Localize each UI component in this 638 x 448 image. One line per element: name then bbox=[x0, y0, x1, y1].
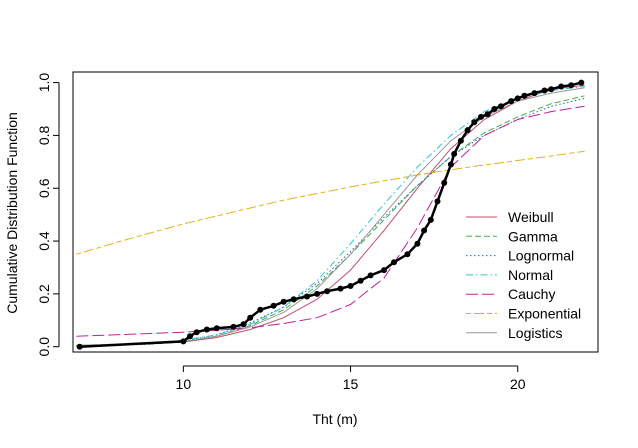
empirical-point bbox=[230, 323, 237, 330]
empirical-point bbox=[240, 321, 247, 328]
empirical-point bbox=[270, 302, 277, 309]
empirical-point bbox=[314, 290, 321, 297]
empirical-point bbox=[548, 86, 555, 93]
empirical-point bbox=[357, 277, 364, 284]
empirical-point bbox=[427, 216, 434, 223]
empirical-point bbox=[304, 293, 311, 300]
empirical-point bbox=[257, 306, 264, 313]
legend-label-gamma: Gamma bbox=[508, 228, 558, 244]
empirical-point bbox=[508, 98, 515, 105]
empirical-point bbox=[521, 92, 528, 99]
empirical-point bbox=[290, 296, 297, 303]
x-axis-label: Tht (m) bbox=[312, 411, 357, 427]
y-tick-label: 1.0 bbox=[36, 73, 52, 93]
x-tick-label: 20 bbox=[510, 376, 526, 392]
empirical-line bbox=[79, 81, 582, 348]
empirical-point bbox=[514, 95, 521, 102]
empirical-point bbox=[498, 103, 504, 110]
plot-frame bbox=[72, 71, 599, 353]
empirical-point bbox=[578, 79, 585, 86]
empirical-point bbox=[541, 87, 548, 94]
empirical-point bbox=[464, 127, 471, 134]
empirical-point bbox=[434, 198, 441, 205]
legend-label-exponential: Exponential bbox=[508, 306, 581, 322]
empirical-point bbox=[471, 119, 478, 126]
empirical-point bbox=[280, 298, 287, 305]
legend-label-cauchy: Cauchy bbox=[508, 286, 555, 302]
empirical-point bbox=[558, 83, 565, 90]
legend-label-logistics: Logistics bbox=[508, 325, 562, 341]
y-tick-label: 0.2 bbox=[36, 284, 52, 304]
empirical-point bbox=[441, 179, 448, 186]
empirical-point bbox=[193, 329, 200, 336]
x-tick-label: 10 bbox=[176, 376, 192, 392]
empirical-point bbox=[531, 90, 538, 97]
empirical-point bbox=[568, 82, 575, 89]
x-axis: 10 15 20 bbox=[176, 365, 526, 392]
x-tick-label: 15 bbox=[343, 376, 359, 392]
y-axis-label: Cumulative Distribution Function bbox=[4, 112, 20, 314]
empirical-point bbox=[491, 106, 498, 112]
y-axis: 0.0 0.2 0.4 0.6 0.8 1.0 bbox=[36, 73, 60, 357]
empirical-point bbox=[381, 267, 387, 274]
empirical-point bbox=[213, 325, 220, 332]
empirical-point bbox=[337, 285, 344, 292]
empirical-point bbox=[447, 161, 454, 168]
legend-label-weibull: Weibull bbox=[508, 209, 554, 225]
empirical-point bbox=[367, 272, 374, 279]
y-tick-label: 0.8 bbox=[36, 125, 52, 145]
series-line-cauchy bbox=[76, 105, 585, 337]
empirical-point bbox=[187, 333, 193, 340]
empirical-point bbox=[324, 288, 331, 295]
empirical-cdf bbox=[76, 79, 585, 350]
empirical-point bbox=[484, 111, 491, 118]
empirical-point bbox=[347, 283, 354, 289]
empirical-point bbox=[391, 259, 397, 266]
y-tick-label: 0.6 bbox=[36, 178, 52, 198]
empirical-point bbox=[421, 227, 428, 234]
empirical-point bbox=[478, 113, 484, 120]
legend-label-lognormal: Lognormal bbox=[508, 248, 574, 264]
empirical-point bbox=[451, 150, 458, 157]
empirical-point bbox=[414, 240, 421, 247]
empirical-point bbox=[404, 251, 411, 258]
series-line-exponential bbox=[76, 150, 585, 255]
y-tick-label: 0.0 bbox=[36, 337, 52, 357]
empirical-point bbox=[457, 137, 464, 144]
legend: Weibull Gamma Lognormal Normal Cauchy Exponen… bbox=[466, 209, 581, 341]
y-tick-label: 0.4 bbox=[36, 231, 52, 251]
empirical-point bbox=[203, 326, 210, 333]
empirical-point bbox=[247, 314, 254, 321]
empirical-point bbox=[76, 343, 83, 350]
empirical-point bbox=[180, 338, 187, 345]
legend-label-normal: Normal bbox=[508, 267, 553, 283]
